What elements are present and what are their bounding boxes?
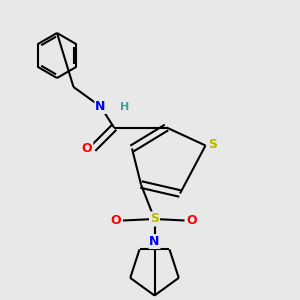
- Text: O: O: [82, 142, 92, 155]
- Text: H: H: [120, 101, 129, 112]
- Text: S: S: [208, 137, 217, 151]
- Text: N: N: [95, 100, 106, 113]
- Text: O: O: [187, 214, 197, 227]
- Text: N: N: [149, 235, 160, 248]
- Text: S: S: [150, 212, 159, 226]
- Text: O: O: [110, 214, 121, 227]
